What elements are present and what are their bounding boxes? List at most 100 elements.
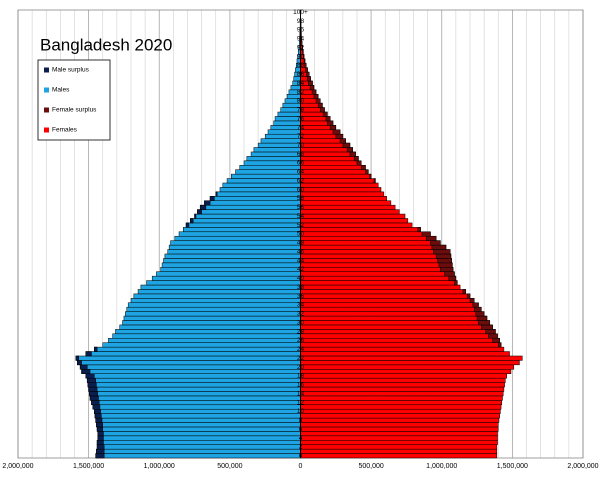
surplus-bar: [476, 315, 488, 321]
bar: [300, 222, 413, 228]
age-label: 28: [297, 328, 305, 335]
surplus-bar: [97, 435, 104, 441]
bar: [222, 182, 301, 188]
surplus-bar: [85, 351, 92, 357]
surplus-bar: [475, 311, 485, 317]
surplus-bar: [306, 71, 310, 77]
age-label: 96: [297, 27, 305, 34]
surplus-bar: [89, 395, 99, 401]
age-label: 20: [297, 364, 305, 371]
age-label: 8: [299, 417, 303, 424]
legend-box: [37, 59, 111, 141]
bar: [77, 360, 301, 366]
bar: [300, 360, 520, 366]
surplus-bar: [342, 142, 351, 148]
bar: [300, 320, 491, 326]
bar: [300, 187, 382, 193]
surplus-bar: [430, 240, 441, 246]
bar: [300, 169, 369, 175]
age-label: 70: [297, 142, 305, 149]
surplus-bar: [322, 111, 328, 117]
surplus-bar: [96, 440, 104, 445]
bar: [300, 271, 455, 277]
bar: [300, 324, 493, 330]
bar: [300, 293, 471, 299]
surplus-bar: [303, 58, 306, 64]
bar: [300, 164, 366, 170]
bar: [96, 440, 301, 445]
age-label: 98: [297, 18, 305, 25]
surplus-bar: [492, 337, 500, 343]
surplus-bar: [94, 413, 102, 419]
surplus-bar: [417, 227, 421, 233]
bar: [174, 235, 301, 241]
legend-swatch: [44, 87, 49, 93]
surplus-bar: [433, 249, 451, 255]
age-label: 6: [299, 426, 303, 433]
age-label: 0: [299, 453, 303, 460]
bar: [300, 342, 502, 348]
age-label: 52: [297, 222, 305, 229]
bar: [209, 196, 301, 201]
age-label: 14: [297, 390, 305, 397]
bar: [215, 191, 301, 197]
bar: [300, 315, 488, 321]
bar: [300, 253, 452, 259]
bar: [300, 391, 504, 397]
bar: [300, 386, 505, 392]
age-label: 66: [297, 160, 305, 167]
bar: [300, 351, 510, 357]
surplus-bar: [92, 404, 101, 410]
bar: [197, 209, 301, 215]
bar: [96, 426, 301, 432]
bar: [300, 382, 505, 388]
x-tick-label: 1,000,000: [144, 463, 175, 470]
age-label: 36: [297, 293, 305, 300]
surplus-bar: [96, 448, 105, 454]
surplus-bar: [87, 382, 97, 388]
age-label: 44: [297, 257, 305, 264]
bar: [300, 151, 356, 157]
bar: [300, 275, 457, 281]
age-label: 2: [299, 444, 303, 451]
bar: [94, 413, 301, 419]
surplus-bar: [85, 373, 95, 379]
bar: [300, 200, 392, 206]
bar: [300, 369, 512, 374]
surplus-bar: [437, 258, 452, 264]
surplus-bar: [305, 67, 308, 73]
bar: [300, 289, 467, 295]
bar: [300, 422, 499, 428]
age-label: 86: [297, 71, 305, 78]
bar: [88, 386, 301, 392]
bar: [300, 337, 500, 343]
x-tick-label: 500,000: [358, 463, 383, 470]
surplus-bar: [97, 431, 104, 437]
surplus-bar: [360, 164, 366, 170]
bar: [300, 262, 453, 268]
surplus-bar: [346, 147, 354, 153]
bar: [199, 204, 301, 210]
bar: [151, 275, 301, 281]
surplus-bar: [308, 80, 313, 86]
bar: [163, 258, 301, 264]
x-tick-label: 500,000: [217, 463, 242, 470]
bar: [125, 311, 301, 317]
bar: [300, 435, 498, 441]
surplus-bar: [91, 400, 100, 406]
bar: [260, 138, 301, 144]
bar: [122, 320, 301, 326]
age-label: 54: [297, 213, 305, 220]
bar: [264, 133, 301, 139]
surplus-bar: [199, 204, 207, 210]
bar: [130, 298, 301, 304]
x-tick-label: 1,500,000: [73, 463, 104, 470]
bar: [168, 244, 301, 250]
bar: [161, 262, 301, 268]
age-label: 38: [297, 284, 305, 291]
age-label: 42: [297, 266, 305, 273]
age-label: 64: [297, 169, 305, 176]
bar: [246, 156, 301, 162]
surplus-bar: [329, 125, 337, 131]
surplus-bar: [425, 235, 437, 241]
